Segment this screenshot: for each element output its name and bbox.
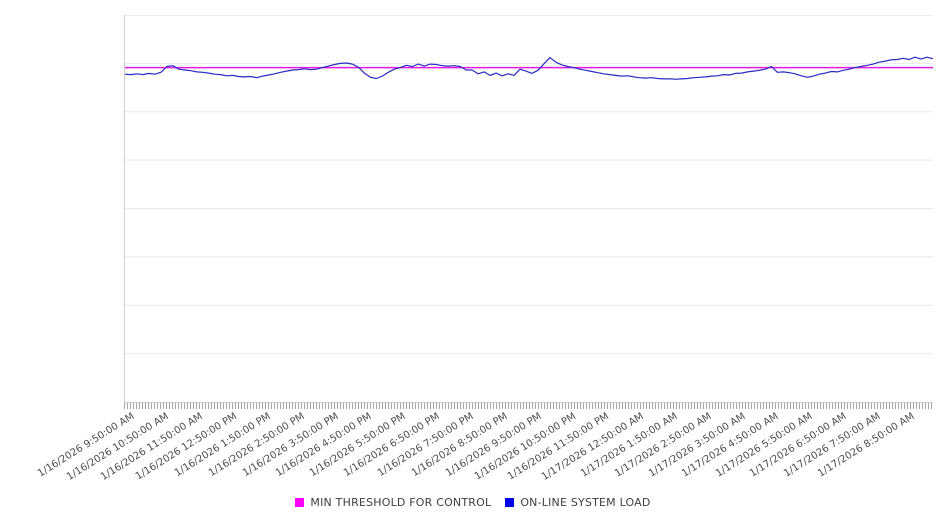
legend-label-min-threshold: MIN THRESHOLD FOR CONTROL — [310, 496, 492, 509]
x-axis-labels: 1/16/2026 9:50:00 AM 1/16/2026 10:50:00 A… — [0, 411, 946, 491]
legend-item-min-threshold: MIN THRESHOLD FOR CONTROL — [295, 496, 491, 509]
legend-item-system-load: ON-LINE SYSTEM LOAD — [505, 496, 650, 509]
legend-swatch-system-load-icon — [505, 498, 515, 507]
chart-svg — [125, 15, 933, 355]
legend-swatch-min-threshold-icon — [295, 498, 305, 507]
legend: MIN THRESHOLD FOR CONTROL ON-LINE SYSTEM… — [0, 496, 946, 509]
load-line — [125, 56, 933, 80]
legend-label-system-load: ON-LINE SYSTEM LOAD — [520, 496, 651, 509]
plot-area — [124, 15, 933, 403]
x-axis-minor-ticks — [124, 403, 932, 409]
